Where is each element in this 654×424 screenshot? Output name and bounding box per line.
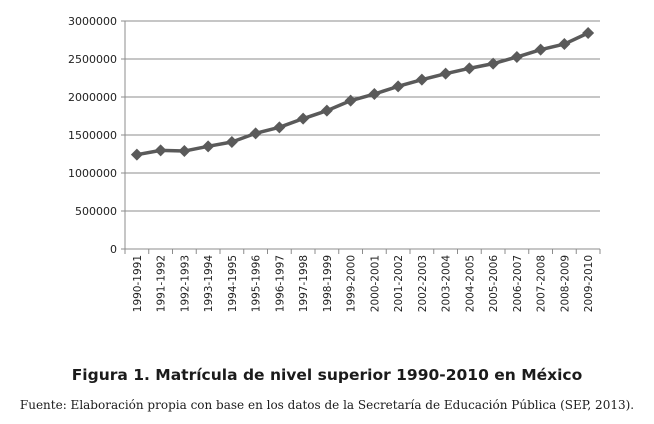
figure-source: Fuente: Elaboración propia con base en l… — [19, 398, 635, 412]
y-tick-label: 3000000 — [68, 15, 117, 28]
data-point — [249, 127, 262, 140]
x-tick-label: 1990-1991 — [132, 255, 144, 312]
data-point — [439, 67, 452, 80]
data-point — [368, 88, 381, 101]
figure-caption: Figura 1. Matrícula de nivel superior 19… — [71, 366, 583, 384]
x-tick-label: 1992-1993 — [179, 255, 191, 312]
data-point — [130, 148, 143, 161]
series-line — [136, 31, 589, 157]
data-point — [178, 145, 191, 158]
x-tick-label: 1991-1992 — [156, 255, 168, 312]
x-tick-label: 2007-2008 — [536, 255, 548, 312]
x-tick-label: 1997-1998 — [298, 255, 310, 312]
x-tick-label: 2002-2003 — [417, 255, 429, 312]
y-tick-label: 2500000 — [68, 53, 117, 66]
data-point — [487, 57, 500, 70]
x-tick-label: 1998-1999 — [322, 255, 334, 312]
y-tick-label: 0 — [110, 243, 117, 256]
x-tick-label: 1993-1994 — [203, 255, 215, 313]
line-chart: 0 500000 1000000 1500000 2000000 2500000 30000… — [68, 15, 601, 313]
data-point — [582, 27, 595, 40]
data-point — [463, 62, 476, 75]
data-point — [415, 73, 428, 86]
data-point — [558, 38, 571, 51]
x-tick-label: 2008-2009 — [559, 255, 571, 312]
x-tick-label: 2003-2004 — [441, 255, 453, 313]
data-point — [320, 104, 333, 117]
x-tick-label: 2004-2005 — [464, 255, 476, 312]
y-tick-label: 500000 — [75, 205, 117, 218]
data-point — [225, 135, 238, 148]
x-tick-label: 2005-2006 — [488, 255, 500, 313]
x-tick-label: 1996-1997 — [274, 255, 286, 312]
data-point — [273, 121, 286, 134]
y-tick-label: 2000000 — [68, 91, 117, 104]
data-point — [202, 140, 215, 153]
data-point — [392, 80, 405, 93]
x-tick-label: 2001-2002 — [393, 255, 405, 312]
data-point — [344, 94, 357, 107]
x-tick-label: 2006-2007 — [512, 255, 524, 312]
x-tick-label: 2000-2001 — [369, 255, 381, 312]
x-tick-label: 1994-1995 — [227, 255, 239, 312]
x-tick-label: 2009-2010 — [583, 255, 595, 312]
y-tick-label: 1500000 — [68, 129, 117, 142]
data-point — [510, 51, 523, 64]
x-tick-label: 1999-2000 — [346, 255, 358, 312]
x-tick-label: 1995-1996 — [251, 255, 263, 313]
data-point — [297, 112, 310, 125]
data-point — [534, 43, 547, 56]
y-tick-label: 1000000 — [68, 167, 117, 180]
data-point — [154, 144, 167, 157]
